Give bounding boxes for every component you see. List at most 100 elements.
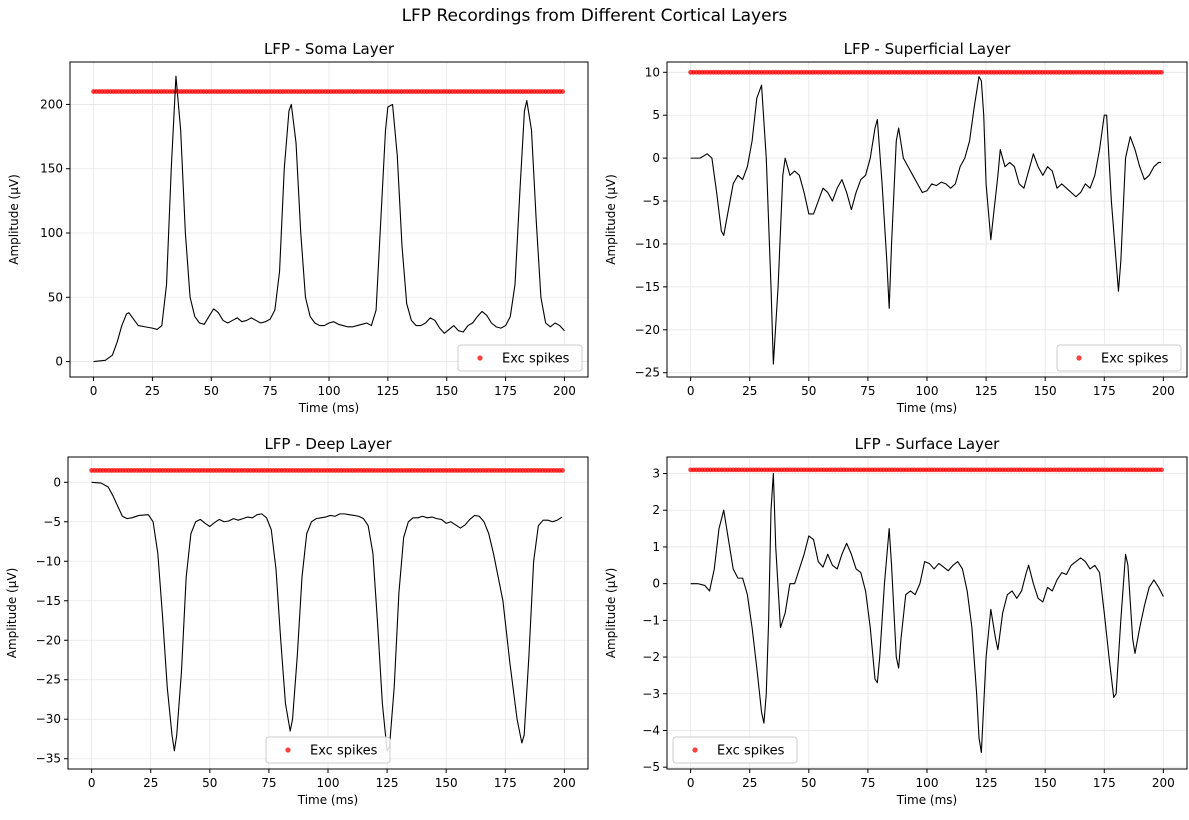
x-tick-label: 175 <box>1093 776 1116 790</box>
y-tick-label: −3 <box>642 687 660 701</box>
y-axis-label: Amplitude (µV) <box>5 568 19 659</box>
y-tick-label: −5 <box>642 194 660 208</box>
grid <box>667 62 1187 377</box>
x-tick-label: 100 <box>916 384 939 398</box>
y-tick-label: −10 <box>635 237 660 251</box>
legend-marker <box>477 355 483 361</box>
x-tick-label: 0 <box>687 776 695 790</box>
grid <box>667 457 1187 769</box>
lfp-trace <box>690 76 1161 365</box>
exc-spike-marker <box>1159 69 1164 75</box>
exc-spike-markers <box>89 468 565 473</box>
x-tick-label: 100 <box>916 776 939 790</box>
legend: Exc spikes <box>457 344 583 372</box>
y-axis-label: Amplitude (µV) <box>604 174 618 265</box>
x-axis-label: Time (ms) <box>297 793 359 807</box>
y-tick-label: 5 <box>652 108 660 122</box>
y-tick-label: 200 <box>40 97 63 111</box>
legend: Exc spikes <box>1056 344 1182 372</box>
chart-deep-layer: 0 25 50 75 100 125 150 175 200 0 −5 −10 −15 −20 −25 −30… <box>5 435 589 807</box>
chart-surface-layer: 0 25 50 75 100 125 150 175 200 3 2 1 0 −1 −2 −3 −4 −5 LFP … <box>604 435 1188 807</box>
lfp-trace <box>690 472 1164 754</box>
x-tick-label: 175 <box>494 776 517 790</box>
chart-title: LFP - Surface Layer <box>855 435 1001 453</box>
y-tick-label: 150 <box>40 162 63 176</box>
x-tick-label: 25 <box>742 384 757 398</box>
y-tick-label: 10 <box>645 65 660 79</box>
x-tick-label: 100 <box>317 776 340 790</box>
x-tick-label: 125 <box>376 384 399 398</box>
y-tick-label: −20 <box>635 323 660 337</box>
y-tick-label: 1 <box>652 540 660 554</box>
x-tick-label: 125 <box>975 384 998 398</box>
y-tick-label: −2 <box>642 650 660 664</box>
x-tick-label: 50 <box>801 384 816 398</box>
lfp-trace <box>91 481 563 752</box>
y-tick-label: −15 <box>36 594 61 608</box>
x-tick-label: 25 <box>742 776 757 790</box>
x-tick-label: 75 <box>262 384 277 398</box>
x-axis-label: Time (ms) <box>896 793 958 807</box>
x-tick-label: 0 <box>687 384 695 398</box>
exc-spike-marker <box>560 89 565 94</box>
legend-label: Exc spikes <box>502 352 570 367</box>
y-tick-label: 2 <box>652 503 660 517</box>
x-tick-label: 50 <box>801 776 816 790</box>
y-axis-label: Amplitude (µV) <box>7 174 21 265</box>
legend-box <box>457 344 583 372</box>
chart-superficial-layer: 0 25 50 75 100 125 150 175 2001050−5−10−15−20−25… <box>604 40 1188 415</box>
x-axis-label: Time (ms) <box>298 401 360 415</box>
y-tick-label: 100 <box>40 226 63 240</box>
x-tick-label: 100 <box>318 384 341 398</box>
x-tick-label: 125 <box>376 776 399 790</box>
x-tick-label: 200 <box>553 776 576 790</box>
y-tick-label: −25 <box>635 366 660 380</box>
y-tick-label: −15 <box>635 280 660 294</box>
legend: Exc spikes <box>672 736 798 764</box>
x-tick-label: 75 <box>261 776 276 790</box>
x-tick-label: 50 <box>204 384 219 398</box>
grid <box>68 457 588 769</box>
legend-box <box>265 736 391 764</box>
legend-marker <box>285 747 291 753</box>
figure-title: LFP Recordings from Different Cortical L… <box>401 6 788 26</box>
legend-marker <box>692 747 698 753</box>
x-tick-label: 125 <box>975 776 998 790</box>
x-tick-label: 50 <box>202 776 217 790</box>
y-tick-label: −20 <box>36 633 61 647</box>
y-tick-label: −35 <box>36 752 61 766</box>
x-tick-label: 25 <box>143 776 158 790</box>
y-tick-label: 0 <box>652 151 660 165</box>
grid <box>70 62 588 377</box>
y-tick-label: −5 <box>43 515 61 529</box>
x-tick-label: 200 <box>1152 384 1175 398</box>
x-tick-label: 200 <box>1152 776 1175 790</box>
y-tick-label: 0 <box>652 577 660 591</box>
y-tick-label: 3 <box>652 467 660 481</box>
legend-marker <box>1076 355 1082 361</box>
x-tick-label: 175 <box>494 384 517 398</box>
y-axis-label: Amplitude (µV) <box>604 568 618 659</box>
exc-spike-markers <box>91 89 565 94</box>
chart-title: LFP - Deep Layer <box>264 435 392 453</box>
x-axis-label: Time (ms) <box>896 401 958 415</box>
legend-label: Exc spikes <box>1101 352 1169 367</box>
y-tick-label: −5 <box>642 760 660 774</box>
exc-spike-markers <box>688 69 1164 75</box>
x-tick-label: 75 <box>860 384 875 398</box>
y-tick-label: −30 <box>36 712 61 726</box>
x-tick-label: 150 <box>1034 384 1057 398</box>
y-tick-label: −10 <box>36 554 61 568</box>
legend-label: Exc spikes <box>717 744 785 759</box>
legend: Exc spikes <box>265 736 391 764</box>
exc-spike-marker <box>560 468 565 473</box>
y-tick-label: −1 <box>642 613 660 627</box>
x-tick-label: 25 <box>145 384 160 398</box>
x-tick-label: 150 <box>1034 776 1057 790</box>
y-tick-label: 50 <box>48 290 63 304</box>
y-tick-label: −4 <box>642 723 660 737</box>
exc-spike-marker <box>1159 467 1164 473</box>
chart-title: LFP - Superficial Layer <box>844 40 1012 58</box>
x-tick-label: 150 <box>435 384 458 398</box>
